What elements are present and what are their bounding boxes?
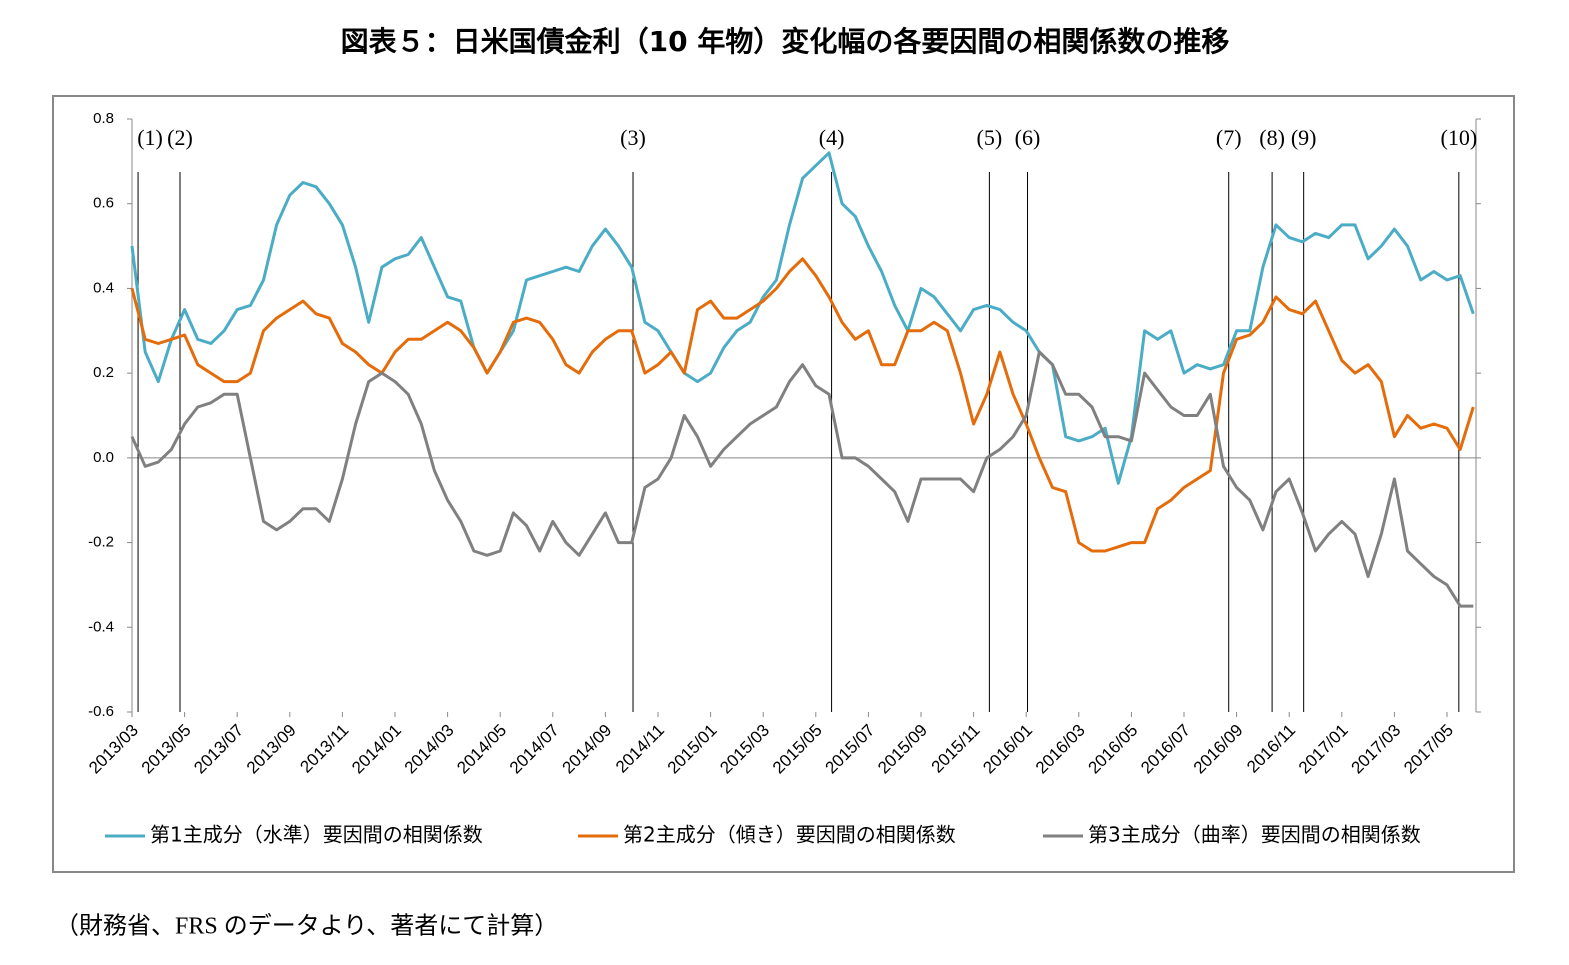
x-tick-label: 2013/07 bbox=[190, 721, 247, 778]
legend-label: 第1主成分（水準）要因間の相関係数 bbox=[150, 823, 483, 847]
x-tick-label: 2015/05 bbox=[769, 721, 826, 778]
x-tick-label: 2016/05 bbox=[1085, 721, 1142, 778]
x-tick-label: 2017/03 bbox=[1348, 721, 1405, 778]
y-tick-label: 0.0 bbox=[93, 449, 114, 466]
event-label: (6) bbox=[1015, 125, 1041, 150]
event-label: (1) bbox=[137, 125, 163, 150]
x-tick-label: 2015/01 bbox=[664, 721, 721, 778]
event-label: (7) bbox=[1216, 125, 1242, 150]
y-tick-label: -0.2 bbox=[88, 534, 114, 551]
y-tick-label: 0.8 bbox=[93, 110, 114, 127]
series-line bbox=[130, 151, 1475, 485]
y-tick-label: -0.6 bbox=[88, 703, 114, 720]
source-note: （財務省、FRS のデータより、著者にて計算） bbox=[55, 913, 558, 940]
event-label: (8) bbox=[1259, 125, 1285, 150]
x-tick-label: 2014/05 bbox=[453, 721, 510, 778]
x-tick-label: 2015/11 bbox=[928, 721, 984, 777]
legend-label: 第3主成分（曲率）要因間の相関係数 bbox=[1088, 823, 1421, 847]
x-tick-label: 2013/03 bbox=[85, 721, 142, 778]
x-tick-label: 2014/03 bbox=[401, 721, 458, 778]
x-tick-label: 2016/11 bbox=[1243, 721, 1299, 777]
x-tick-label: 2013/09 bbox=[243, 721, 300, 778]
legend-label: 第2主成分（傾き）要因間の相関係数 bbox=[623, 823, 956, 847]
x-tick-label: 2013/11 bbox=[296, 721, 352, 777]
x-tick-label: 2014/09 bbox=[559, 721, 616, 778]
chart-frame bbox=[52, 95, 1515, 873]
x-tick-label: 2016/01 bbox=[979, 721, 1036, 778]
x-tick-label: 2016/03 bbox=[1032, 721, 1089, 778]
x-tick-label: 2017/05 bbox=[1400, 721, 1457, 778]
x-tick-label: 2017/01 bbox=[1295, 721, 1352, 778]
x-tick-label: 2013/05 bbox=[138, 721, 195, 778]
y-tick-label: -0.4 bbox=[88, 618, 114, 635]
event-label: (9) bbox=[1291, 125, 1317, 150]
y-tick-label: 0.2 bbox=[93, 364, 114, 381]
x-tick-label: 2015/03 bbox=[716, 721, 773, 778]
x-tick-label: 2014/07 bbox=[506, 721, 563, 778]
y-tick-label: 0.6 bbox=[93, 195, 114, 212]
event-label: (5) bbox=[977, 125, 1003, 150]
event-label: (2) bbox=[167, 125, 193, 150]
event-label: (10) bbox=[1441, 125, 1478, 150]
event-label: (3) bbox=[620, 125, 646, 150]
chart-title: 図表５：日米国債金利（10 年物）変化幅の各要因間の相関係数の推移 bbox=[341, 25, 1230, 58]
x-tick-label: 2016/09 bbox=[1190, 721, 1247, 778]
y-tick-label: 0.4 bbox=[93, 279, 114, 296]
x-tick-label: 2014/11 bbox=[612, 721, 668, 777]
x-tick-label: 2016/07 bbox=[1137, 721, 1194, 778]
series-line bbox=[130, 350, 1474, 608]
series-line bbox=[130, 257, 1475, 553]
x-tick-label: 2015/07 bbox=[822, 721, 879, 778]
event-label: (4) bbox=[819, 125, 845, 150]
x-tick-label: 2015/09 bbox=[874, 721, 931, 778]
x-tick-label: 2014/01 bbox=[348, 721, 405, 778]
